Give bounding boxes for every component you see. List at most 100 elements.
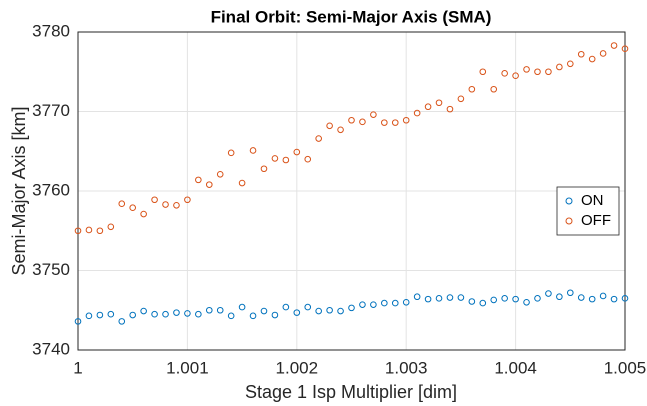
point bbox=[151, 310, 158, 318]
point bbox=[599, 50, 607, 57]
point bbox=[567, 60, 574, 68]
x-tick-label: 1.001 bbox=[166, 358, 209, 377]
y-tick-label: 3760 bbox=[32, 180, 70, 199]
point bbox=[359, 301, 366, 308]
point bbox=[534, 68, 541, 76]
point bbox=[599, 292, 607, 300]
point bbox=[326, 306, 333, 314]
point bbox=[337, 126, 344, 134]
x-tick-label: 1.003 bbox=[385, 358, 428, 377]
axes-box bbox=[77, 31, 626, 351]
point bbox=[205, 306, 213, 314]
point bbox=[74, 227, 82, 235]
point bbox=[457, 95, 465, 103]
point bbox=[195, 310, 202, 318]
point bbox=[129, 204, 136, 211]
legend-marker bbox=[565, 217, 573, 225]
x-tick-label: 1.004 bbox=[494, 358, 537, 377]
point bbox=[260, 165, 268, 173]
point bbox=[271, 311, 279, 319]
point bbox=[381, 119, 388, 126]
point bbox=[381, 299, 388, 307]
point bbox=[96, 311, 104, 319]
point bbox=[468, 298, 476, 305]
point bbox=[216, 171, 224, 178]
point bbox=[162, 310, 169, 318]
point bbox=[238, 179, 246, 187]
point bbox=[85, 226, 93, 234]
point bbox=[479, 68, 487, 76]
legend-box bbox=[556, 186, 620, 236]
point bbox=[512, 72, 519, 80]
point bbox=[413, 109, 421, 117]
point bbox=[151, 196, 158, 204]
point bbox=[184, 196, 191, 204]
legend-marker bbox=[565, 197, 573, 205]
point bbox=[162, 201, 169, 208]
point bbox=[293, 148, 301, 156]
point bbox=[490, 296, 498, 304]
point bbox=[534, 295, 541, 302]
point bbox=[315, 135, 322, 142]
point bbox=[118, 318, 126, 325]
point bbox=[304, 155, 312, 163]
point bbox=[567, 289, 574, 297]
point bbox=[446, 105, 454, 113]
point bbox=[173, 309, 180, 316]
legend-label: ON bbox=[581, 192, 604, 209]
point bbox=[348, 116, 355, 124]
point bbox=[621, 45, 629, 52]
point bbox=[556, 293, 563, 301]
point bbox=[370, 111, 377, 118]
point bbox=[140, 210, 147, 218]
point bbox=[96, 227, 104, 235]
point bbox=[249, 147, 257, 154]
point bbox=[205, 181, 213, 188]
point bbox=[282, 156, 290, 164]
point bbox=[424, 103, 432, 111]
point bbox=[413, 293, 421, 301]
point bbox=[435, 99, 443, 107]
point bbox=[118, 200, 126, 208]
y-axis-label: Semi-Major Axis [km] bbox=[9, 106, 29, 275]
x-tick-label: 1 bbox=[73, 358, 82, 377]
point bbox=[271, 155, 279, 162]
point bbox=[293, 309, 301, 316]
point bbox=[238, 303, 246, 311]
point bbox=[359, 118, 366, 126]
legend-label: OFF bbox=[581, 212, 611, 229]
point bbox=[501, 70, 508, 77]
point bbox=[479, 299, 487, 307]
point bbox=[610, 295, 618, 303]
point bbox=[457, 294, 465, 301]
point bbox=[315, 307, 322, 315]
point bbox=[337, 307, 344, 315]
point bbox=[140, 307, 147, 315]
point bbox=[490, 85, 498, 93]
point bbox=[545, 290, 552, 297]
point bbox=[391, 299, 399, 307]
y-tick-label: 3750 bbox=[32, 260, 70, 279]
point bbox=[424, 295, 432, 303]
point bbox=[545, 68, 552, 76]
point bbox=[468, 85, 476, 93]
point bbox=[402, 299, 410, 306]
y-tick-label: 3740 bbox=[32, 339, 70, 358]
legend: ON OFF bbox=[556, 186, 620, 236]
point bbox=[556, 63, 563, 71]
point bbox=[304, 303, 312, 311]
point bbox=[588, 55, 596, 63]
point bbox=[391, 119, 399, 126]
point bbox=[260, 307, 268, 315]
y-tick-label: 3780 bbox=[32, 21, 70, 40]
point bbox=[402, 116, 410, 124]
point bbox=[588, 295, 596, 303]
point bbox=[621, 295, 629, 302]
point bbox=[195, 176, 202, 184]
point bbox=[249, 312, 257, 320]
point bbox=[370, 301, 377, 308]
point bbox=[216, 306, 224, 314]
point bbox=[107, 223, 115, 231]
point bbox=[348, 304, 355, 312]
